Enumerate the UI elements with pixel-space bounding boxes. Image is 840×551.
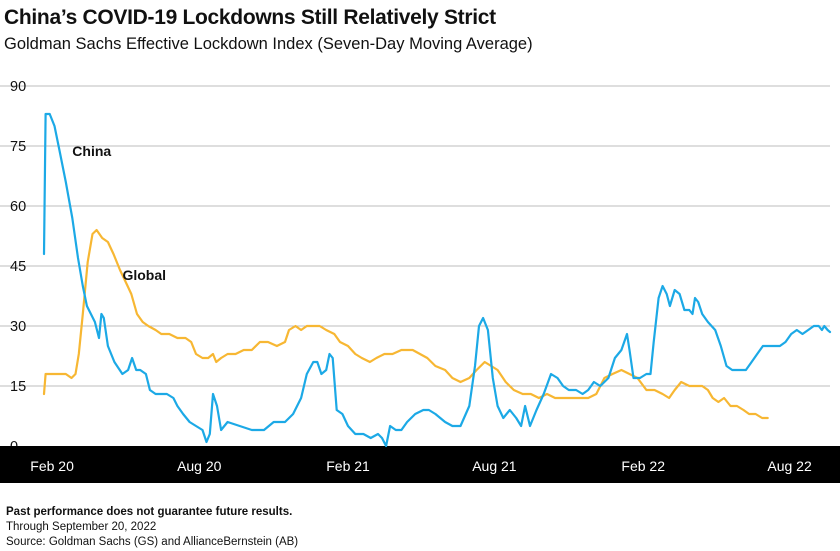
x-tick-label-feb-21: Feb 21 (326, 458, 370, 474)
y-tick-label-75: 75 (10, 139, 26, 155)
series-line-global (42, 228, 769, 420)
chart-title: China’s COVID-19 Lockdowns Still Relativ… (4, 6, 496, 29)
chart-subtitle: Goldman Sachs Effective Lockdown Index (… (4, 35, 533, 53)
x-axis-band (0, 446, 840, 483)
series-label-china: China (72, 143, 111, 159)
y-tick-label-90: 90 (10, 79, 26, 95)
x-tick-label-feb-20: Feb 20 (30, 458, 74, 474)
x-tick-label-aug-22: Aug 22 (767, 458, 812, 474)
through-date-note: Through September 20, 2022 (6, 521, 157, 533)
y-tick-label-45: 45 (10, 259, 26, 275)
y-tick-label-15: 15 (10, 379, 26, 395)
series-line-china (42, 112, 832, 448)
source-note: Source: Goldman Sachs (GS) and AllianceB… (6, 536, 299, 548)
x-tick-label-aug-20: Aug 20 (177, 458, 222, 474)
y-tick-label-30: 30 (10, 319, 26, 335)
y-tick-label-60: 60 (10, 199, 26, 215)
series-label-global: Global (122, 267, 166, 283)
x-tick-label-aug-21: Aug 21 (472, 458, 517, 474)
x-tick-label-feb-22: Feb 22 (621, 458, 665, 474)
disclaimer-note: Past performance does not guarantee futu… (6, 506, 293, 518)
